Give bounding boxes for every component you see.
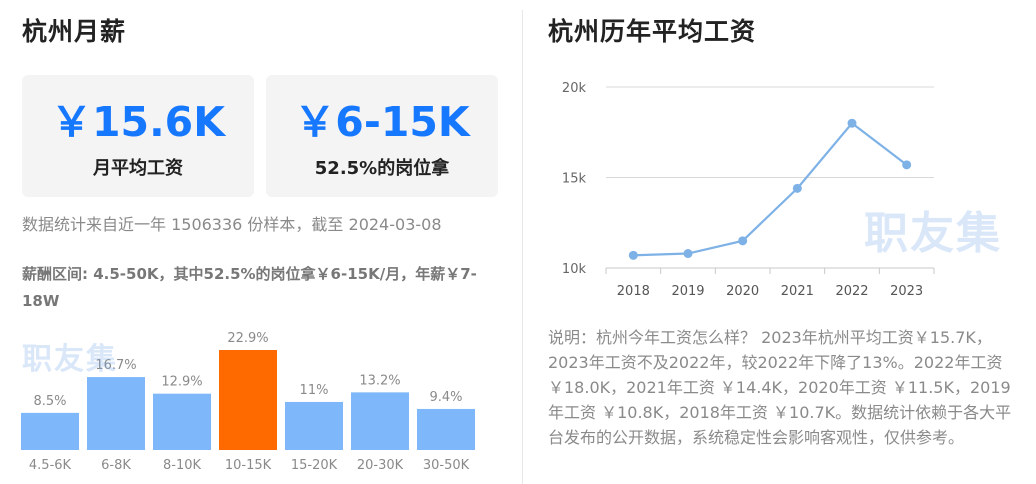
data-point xyxy=(683,249,693,259)
bar-value-label: 22.9% xyxy=(227,331,268,346)
data-point xyxy=(847,118,857,128)
data-point xyxy=(628,250,638,260)
salary-distribution-chart: 8.5% 4.5-6K 16.7% 6-8K 12.9% 8-10K 22.9% 10-15K… xyxy=(21,331,475,473)
bar xyxy=(87,377,145,450)
category-label: 8-10K xyxy=(163,458,202,473)
y-tick-label: 20k xyxy=(562,81,587,96)
bar xyxy=(285,401,343,450)
data-point xyxy=(738,236,748,246)
bar xyxy=(21,412,79,450)
bar xyxy=(351,392,409,450)
category-label: 30-50K xyxy=(423,458,470,473)
salary-range-value: ￥6-15K xyxy=(294,98,470,146)
bar-value-label: 11% xyxy=(300,383,329,398)
salary-range-card: ￥6-15K 52.5%的岗位拿 xyxy=(266,75,498,197)
y-tick-label: 10k xyxy=(562,262,587,277)
salary-range-text: 薪酬区间: 4.5-50K，其中52.5%的岗位拿￥6-15K/月，年薪￥7-1… xyxy=(22,265,477,310)
data-point xyxy=(902,160,912,170)
x-tick-label: 2022 xyxy=(835,284,868,299)
x-tick-label: 2020 xyxy=(726,284,759,299)
bar-value-label: 12.9% xyxy=(161,375,202,390)
x-tick-label: 2019 xyxy=(671,284,704,299)
category-label: 15-20K xyxy=(291,458,338,473)
bar xyxy=(153,393,211,450)
section-title: 杭州月薪 xyxy=(22,17,127,46)
description: 说明：杭州今年工资怎么样？ 2023年杭州平均工资￥15.7K，2023年工资不… xyxy=(548,328,1012,447)
category-label: 6-8K xyxy=(101,458,131,473)
watermark: 职友集 xyxy=(22,342,118,377)
y-tick-label: 15k xyxy=(562,172,587,187)
yearly-salary-chart: 10k 15k 20k 2018 2019 2020 2021 2022 2023 xyxy=(562,81,935,299)
bar xyxy=(417,408,475,450)
bar-value-label: 13.2% xyxy=(359,373,400,388)
x-tick-label: 2023 xyxy=(890,284,923,299)
yearly-salary-panel: 杭州历年平均工资 10k 15k 20k 2018 2019 2020 2021 2022 20… xyxy=(524,0,1036,484)
x-tick-label: 2018 xyxy=(617,284,650,299)
category-label: 20-30K xyxy=(357,458,404,473)
sample-note: 数据统计来自近一年 1506336 份样本，截至 2024-03-08 xyxy=(22,215,442,234)
bar-value-label: 16.7% xyxy=(95,358,136,373)
series-line xyxy=(633,121,908,257)
divider xyxy=(522,10,523,484)
category-label: 10-15K xyxy=(225,458,272,473)
bar xyxy=(219,350,277,450)
average-salary-value: ￥15.6K xyxy=(51,98,225,146)
watermark: 职友集 xyxy=(864,208,1002,259)
monthly-salary-panel: 杭州月薪 ￥15.6K 月平均工资 ￥6-15K 52.5%的岗位拿 数据统计来… xyxy=(21,17,498,473)
average-salary-caption: 月平均工资 xyxy=(93,158,183,179)
salary-range-caption: 52.5%的岗位拿 xyxy=(314,158,450,179)
data-point xyxy=(792,183,802,193)
x-tick-label: 2021 xyxy=(781,284,814,299)
bar-value-label: 9.4% xyxy=(429,390,462,405)
average-salary-card: ￥15.6K 月平均工资 xyxy=(22,75,254,197)
section-title: 杭州历年平均工资 xyxy=(548,17,757,46)
bar-value-label: 8.5% xyxy=(33,394,66,409)
category-label: 4.5-6K xyxy=(29,458,72,473)
